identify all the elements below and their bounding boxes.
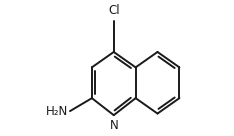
Text: Cl: Cl	[108, 4, 120, 17]
Text: H₂N: H₂N	[46, 105, 68, 118]
Text: N: N	[109, 119, 118, 132]
